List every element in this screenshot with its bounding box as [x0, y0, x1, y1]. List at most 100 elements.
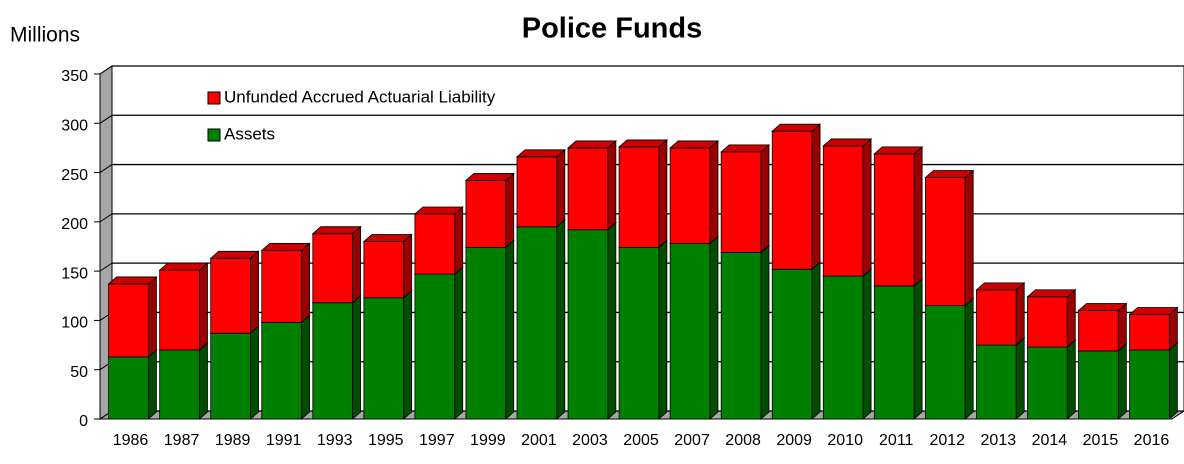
bar-side	[454, 266, 464, 420]
x-tick-label: 2010	[827, 432, 863, 449]
bar-segment	[1129, 314, 1170, 351]
legend-label: Assets	[224, 124, 275, 143]
bar-segment	[414, 213, 456, 275]
x-tick-label: 2013	[981, 432, 1017, 449]
bar-top	[158, 262, 209, 271]
bar-segment	[873, 153, 915, 287]
bar-side	[658, 239, 668, 420]
bar-segment	[976, 344, 1017, 420]
bar-segment	[516, 156, 558, 228]
chart-title: Police Funds	[522, 13, 702, 45]
x-tick-label: 2016	[1134, 432, 1170, 449]
bar-segment	[465, 180, 507, 248]
legend-label: Unfunded Accrued Actuarial Liability	[224, 87, 496, 106]
bar-top	[822, 138, 873, 147]
bar-segment	[261, 321, 302, 420]
bar-top	[464, 173, 515, 181]
bar-top	[362, 234, 413, 242]
bar-side	[352, 225, 362, 304]
bar-side	[709, 235, 719, 420]
bar-segment	[873, 285, 915, 420]
y-tick-label: 300	[61, 118, 88, 135]
legend-swatch	[207, 128, 221, 142]
bar-segment	[363, 297, 405, 420]
bar-side	[454, 206, 464, 275]
bar-side	[658, 139, 668, 249]
x-tick-label: 2003	[572, 432, 608, 449]
bar-top	[413, 206, 464, 215]
bar-side	[964, 169, 974, 307]
bar-segment	[567, 147, 609, 231]
bar-side	[352, 294, 362, 420]
y-axis-label: Millions	[10, 24, 80, 47]
bar-side	[709, 140, 719, 245]
y-tick-label: 0	[79, 413, 88, 430]
bar-segment	[108, 283, 149, 358]
bar-side	[760, 143, 770, 254]
bar-segment	[669, 243, 711, 420]
bar-segment	[1129, 349, 1170, 420]
bar-top	[720, 144, 771, 153]
grid-line-side	[99, 114, 113, 124]
bar-top	[515, 149, 566, 158]
bar-side	[862, 268, 872, 420]
bar-side	[1168, 342, 1178, 420]
x-tick-label: 1991	[266, 432, 302, 449]
x-tick-label: 2014	[1032, 432, 1068, 449]
grid-line-side	[99, 65, 113, 75]
bar-top	[1026, 289, 1077, 298]
y-tick-label: 50	[70, 364, 88, 381]
bar-top	[873, 146, 924, 155]
bar-side	[1015, 281, 1025, 346]
bar-side	[556, 218, 566, 420]
bar-segment	[159, 349, 200, 420]
y-tick-label: 100	[61, 315, 88, 332]
bar-segment	[976, 289, 1017, 346]
bar-segment	[924, 177, 966, 307]
bar-segment	[1078, 310, 1119, 352]
bar-side	[811, 123, 821, 271]
bar-side	[964, 297, 974, 420]
x-tick-label: 2015	[1083, 432, 1119, 449]
bar-segment	[1027, 296, 1068, 348]
y-tick-label: 250	[61, 167, 88, 184]
bar-side	[913, 278, 923, 420]
bar-side	[403, 289, 413, 420]
bar-side	[607, 140, 617, 231]
bar-side	[199, 342, 208, 420]
bar-segment	[669, 147, 711, 244]
bar-side	[250, 325, 259, 420]
bar-top	[975, 282, 1026, 291]
bar-segment	[210, 332, 251, 420]
bar-top	[1077, 303, 1128, 311]
bar-segment	[516, 226, 558, 420]
bar-side	[199, 262, 208, 351]
bar-side	[862, 138, 872, 277]
bar-top	[209, 250, 260, 259]
bar-side	[505, 172, 515, 249]
bar-segment	[312, 233, 354, 304]
bar-segment	[618, 247, 660, 420]
bar-side	[607, 221, 617, 420]
bar-side	[148, 276, 157, 358]
bar-side	[403, 233, 413, 299]
bar-segment	[771, 130, 813, 270]
bar-side	[556, 148, 566, 228]
bar-segment	[108, 356, 149, 420]
bar-segment	[159, 269, 200, 351]
grid-line-side	[99, 164, 113, 173]
y-tick-label: 150	[61, 265, 88, 282]
bar-side	[913, 145, 923, 287]
x-tick-label: 1993	[317, 432, 353, 449]
bar-segment	[1078, 350, 1119, 420]
bar-segment	[567, 229, 609, 420]
x-tick-label: 2008	[725, 432, 761, 449]
x-tick-label: 2007	[674, 432, 710, 449]
x-tick-label: 2012	[929, 432, 965, 449]
x-tick-label: 2011	[879, 432, 914, 449]
bar-segment	[414, 273, 456, 420]
x-tick-label: 1986	[113, 432, 149, 449]
bar-side	[250, 250, 259, 335]
bar-segment	[465, 247, 507, 420]
